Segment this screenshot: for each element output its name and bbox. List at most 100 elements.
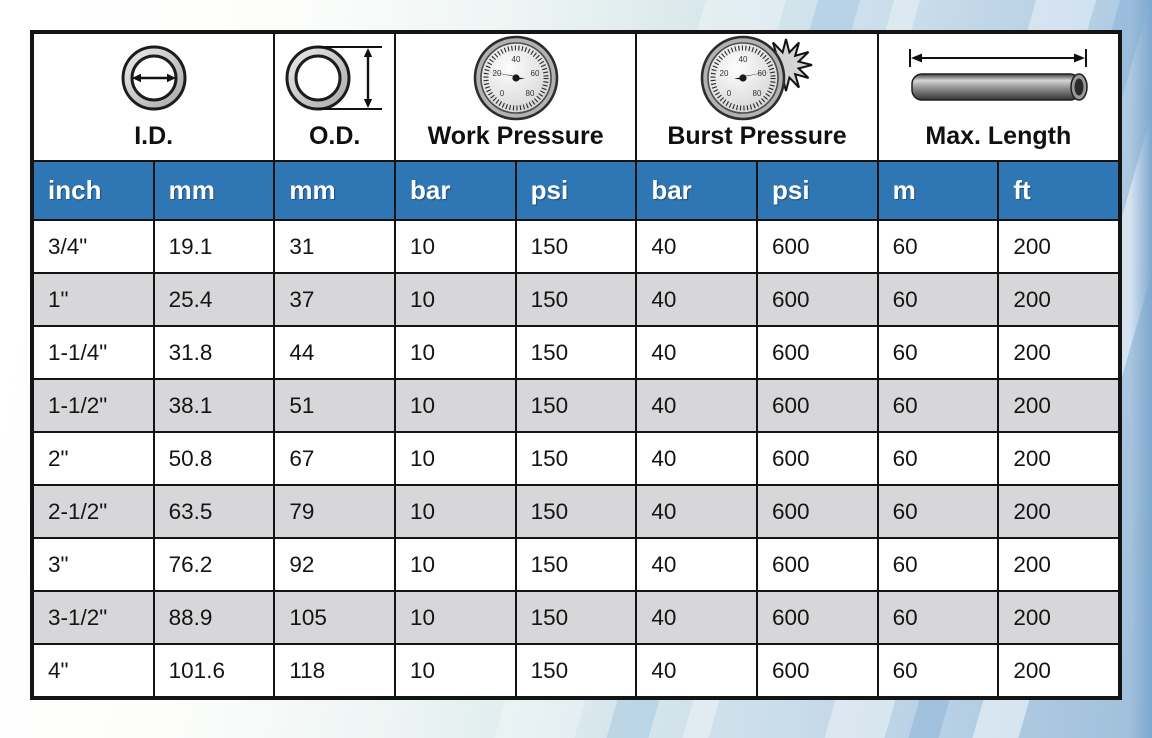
gauge-tick-80: 80 xyxy=(753,89,762,98)
table-cell: 600 xyxy=(757,645,877,696)
table-cell: 150 xyxy=(516,592,636,643)
unit-header-id-mm: mm xyxy=(154,162,274,219)
table-cell: 600 xyxy=(757,221,877,272)
table-cell: 40 xyxy=(637,221,756,272)
header-group-od: O.D. xyxy=(275,34,394,160)
table-cell: 200 xyxy=(999,327,1118,378)
table-cell: 40 xyxy=(637,592,756,643)
header-group-label: Work Pressure xyxy=(427,121,604,150)
table-cell: 10 xyxy=(395,274,515,325)
gauge-tick-20: 20 xyxy=(492,69,501,78)
table-cell: 150 xyxy=(516,274,636,325)
table-cell: 50.8 xyxy=(154,433,274,484)
table-cell: 88.9 xyxy=(154,592,274,643)
gauge-tick-0: 0 xyxy=(727,89,732,98)
table-cell: 10 xyxy=(395,592,515,643)
unit-header-od-mm: mm xyxy=(275,162,394,219)
table-cell: 63.5 xyxy=(154,486,274,537)
table-cell: 4" xyxy=(34,645,153,696)
table-cell: 200 xyxy=(999,592,1118,643)
table-cell: 150 xyxy=(516,645,636,696)
table-cell: 150 xyxy=(516,221,636,272)
table-cell: 25.4 xyxy=(154,274,274,325)
table-cell: 31.8 xyxy=(154,327,274,378)
table-cell: 3-1/2" xyxy=(34,592,153,643)
table-cell: 600 xyxy=(757,433,877,484)
header-group-max-length: Max. Length xyxy=(878,34,1118,160)
table-cell: 10 xyxy=(395,327,515,378)
table-cell: 150 xyxy=(516,486,636,537)
table-cell: 600 xyxy=(757,274,877,325)
table-cell: 40 xyxy=(637,380,756,431)
table-cell: 60 xyxy=(878,380,998,431)
table-cell: 600 xyxy=(757,539,877,590)
table-cell: 10 xyxy=(395,221,515,272)
table-cell: 92 xyxy=(275,539,394,590)
gauge-tick-60: 60 xyxy=(758,69,767,78)
background-right-band xyxy=(1130,0,1152,738)
table-cell: 101.6 xyxy=(154,645,274,696)
table-cell: 76.2 xyxy=(154,539,274,590)
table-cell: 60 xyxy=(878,221,998,272)
table-cell: 51 xyxy=(275,380,394,431)
gauge-tick-0: 0 xyxy=(499,89,504,98)
table-cell: 37 xyxy=(275,274,394,325)
table-cell: 150 xyxy=(516,327,636,378)
table-cell: 2" xyxy=(34,433,153,484)
table-cell: 600 xyxy=(757,327,877,378)
table-cell: 118 xyxy=(275,645,394,696)
header-group-label: Max. Length xyxy=(925,121,1072,150)
table-cell: 600 xyxy=(757,486,877,537)
table-cell: 60 xyxy=(878,274,998,325)
table-cell: 1-1/2" xyxy=(34,380,153,431)
unit-header-ft: ft xyxy=(999,162,1118,219)
table-cell: 44 xyxy=(275,327,394,378)
table-cell: 1-1/4" xyxy=(34,327,153,378)
work-pressure-gauge-icon: 40 20 60 0 80 xyxy=(396,34,635,123)
header-group-label: I.D. xyxy=(134,121,174,150)
table-cell: 60 xyxy=(878,592,998,643)
table-cell: 200 xyxy=(999,274,1118,325)
table-cell: 60 xyxy=(878,327,998,378)
table-cell: 150 xyxy=(516,539,636,590)
unit-header-bp-bar: bar xyxy=(637,162,756,219)
table-cell: 40 xyxy=(637,486,756,537)
table-cell: 38.1 xyxy=(154,380,274,431)
table-cell: 200 xyxy=(999,380,1118,431)
table-cell: 10 xyxy=(395,380,515,431)
unit-header-bp-psi: psi xyxy=(757,162,877,219)
table-cell: 2-1/2" xyxy=(34,486,153,537)
unit-header-inch: inch xyxy=(34,162,153,219)
table-cell: 200 xyxy=(999,645,1118,696)
unit-header-m: m xyxy=(878,162,998,219)
table-cell: 31 xyxy=(275,221,394,272)
header-group-label: O.D. xyxy=(308,121,361,150)
gauge-tick-40: 40 xyxy=(511,55,520,64)
table-cell: 40 xyxy=(637,327,756,378)
table-cell: 200 xyxy=(999,221,1118,272)
table-cell: 10 xyxy=(395,645,515,696)
table-cell: 150 xyxy=(516,433,636,484)
table-cell: 79 xyxy=(275,486,394,537)
header-group-burst-pressure: 40 20 60 0 80 Burst Pressure xyxy=(637,34,877,160)
gauge-tick-20: 20 xyxy=(720,69,729,78)
table-cell: 40 xyxy=(637,645,756,696)
table-cell: 40 xyxy=(637,274,756,325)
gauge-tick-80: 80 xyxy=(525,89,534,98)
table-cell: 10 xyxy=(395,539,515,590)
table-cell: 105 xyxy=(275,592,394,643)
hose-max-length-icon xyxy=(879,34,1118,123)
header-group-id: I.D. xyxy=(34,34,274,160)
table-cell: 200 xyxy=(999,486,1118,537)
table-cell: 600 xyxy=(757,380,877,431)
burst-pressure-gauge-icon: 40 20 60 0 80 xyxy=(637,34,876,123)
table-cell: 150 xyxy=(516,380,636,431)
header-group-work-pressure: 40 20 60 0 80 Work Pressure xyxy=(395,34,636,160)
table-cell: 10 xyxy=(395,486,515,537)
header-group-label: Burst Pressure xyxy=(667,121,847,150)
unit-header-wp-bar: bar xyxy=(395,162,515,219)
table-cell: 200 xyxy=(999,539,1118,590)
table-cell: 40 xyxy=(637,539,756,590)
table-cell: 60 xyxy=(878,433,998,484)
table-cell: 60 xyxy=(878,645,998,696)
